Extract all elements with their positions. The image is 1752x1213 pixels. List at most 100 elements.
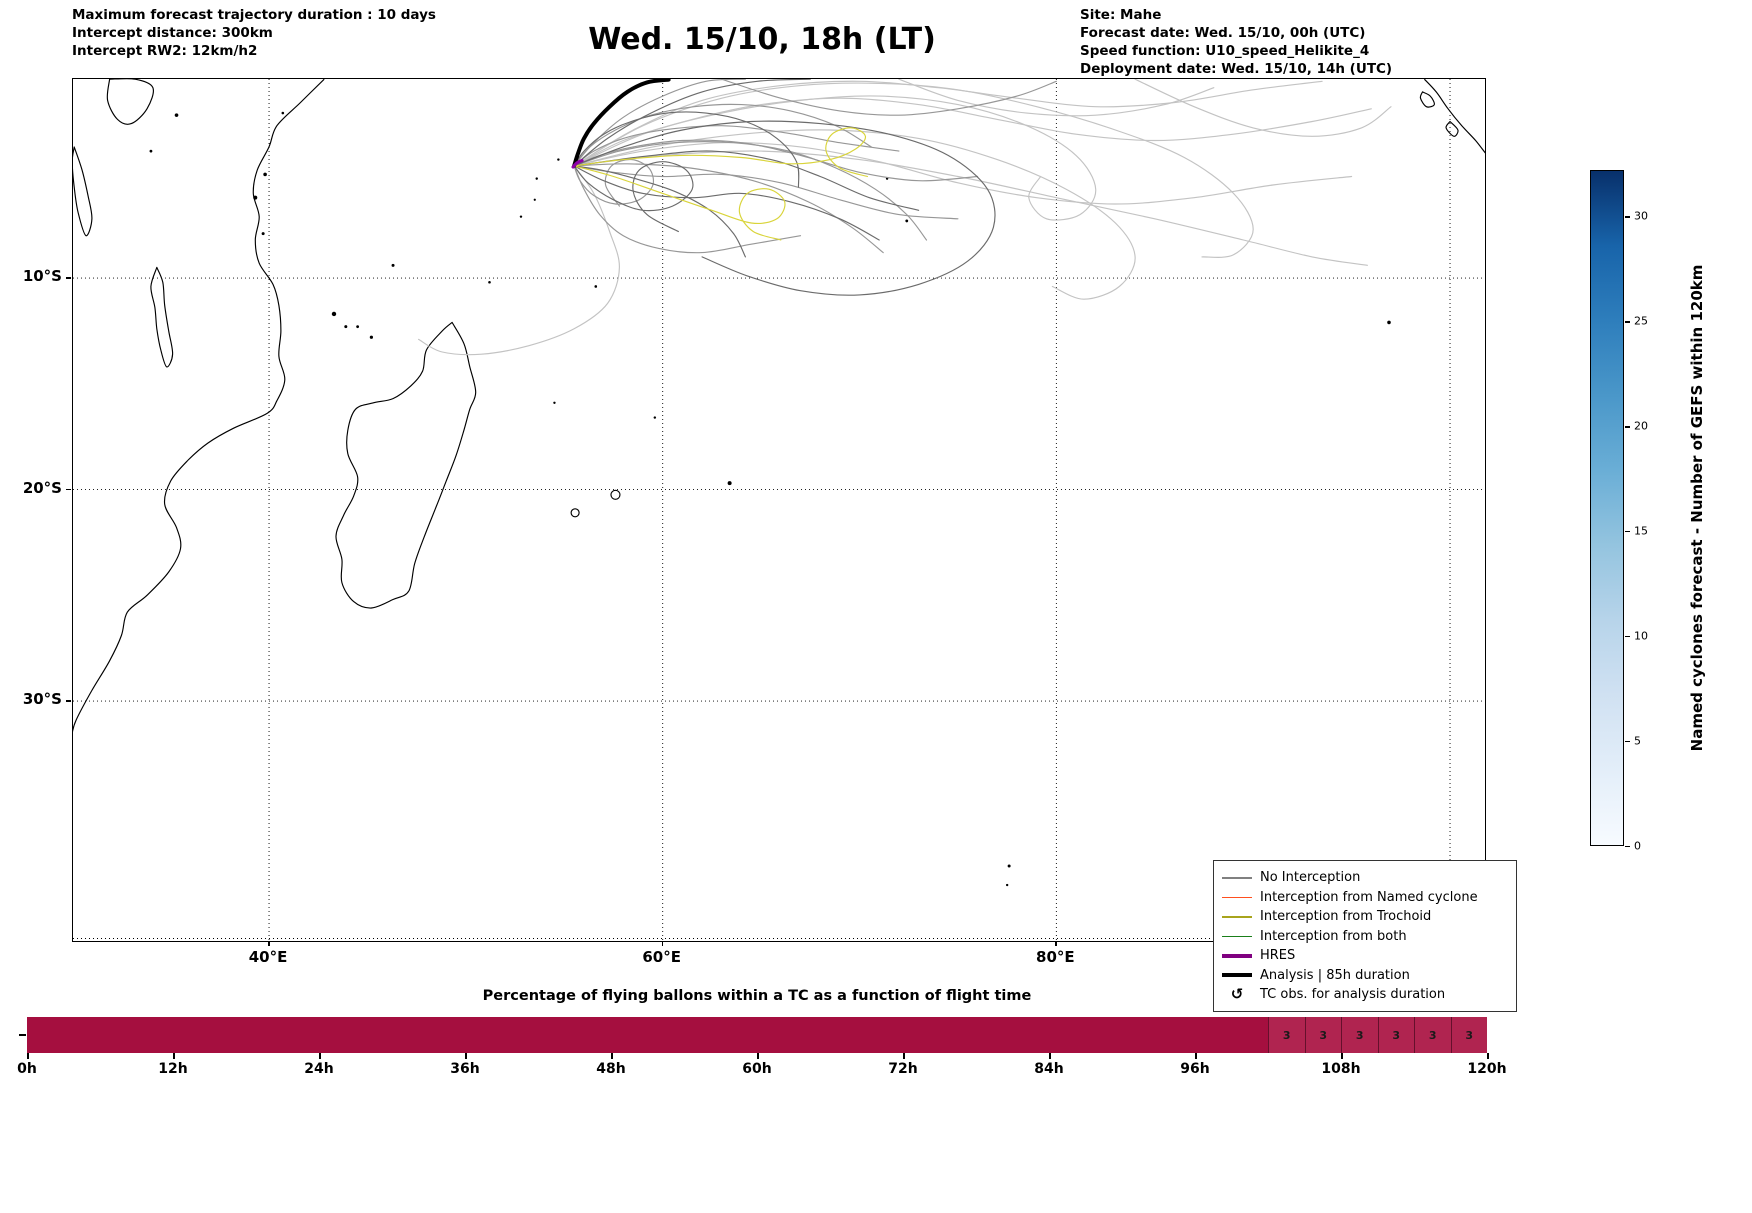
legend-line — [1222, 877, 1252, 879]
colorbar-tick-mark — [1625, 216, 1630, 218]
strip-tick-mark — [611, 1053, 613, 1059]
trajectory-no_interception — [573, 103, 872, 167]
header-line: Forecast date: Wed. 15/10, 00h (UTC) — [1080, 25, 1366, 41]
strip-chart-title: Percentage of flying ballons within a TC… — [482, 988, 1032, 1004]
strip-tick-mark — [1341, 1053, 1343, 1059]
strip-cell: 3 — [1377, 1017, 1414, 1053]
legend-label: Interception from both — [1260, 928, 1407, 944]
strip-y-tick — [19, 1034, 26, 1036]
strip-tick-label: 108h — [1321, 1061, 1361, 1077]
island-dot — [653, 416, 657, 419]
colorbar-tick-label: 15 — [1634, 524, 1648, 538]
strip-cell: 3 — [1341, 1017, 1378, 1053]
colorbar-tick-label: 20 — [1634, 419, 1648, 433]
strip-tick-label: 96h — [1180, 1061, 1210, 1077]
trajectory-no_interception — [573, 125, 900, 167]
trajectory-no_interception — [573, 159, 655, 207]
legend-line — [1222, 916, 1252, 918]
header-line: Site: Mahe — [1080, 7, 1162, 23]
colorbar-label: Named cyclones forecast - Number of GEFS… — [1688, 264, 1706, 752]
x-tick-mark — [661, 941, 664, 946]
island-dot — [1007, 864, 1011, 868]
coastline — [150, 266, 174, 368]
coastline — [1423, 79, 1485, 154]
strip-bar: 3 3 3 3 3 3 — [27, 1017, 1487, 1053]
colorbar-tick-label: 10 — [1634, 629, 1648, 643]
colorbar-tick-label: 30 — [1634, 209, 1648, 223]
strip-tick-label: 60h — [742, 1061, 772, 1077]
strip-tick-label: 0h — [17, 1061, 37, 1077]
strip-cell-value: 3 — [1465, 1028, 1474, 1042]
legend-item: Interception from Named cyclone — [1222, 888, 1508, 908]
island-dot — [519, 215, 523, 218]
colorbar-tick-mark — [1625, 741, 1630, 743]
coastline — [73, 146, 93, 237]
y-tick-mark — [66, 277, 71, 279]
coastline — [73, 79, 325, 732]
island-dot — [553, 401, 556, 405]
legend-label: No Interception — [1260, 870, 1361, 886]
island-dot — [727, 481, 732, 486]
colorbar-tick-label: 0 — [1634, 839, 1641, 853]
legend-line-sample — [1222, 896, 1252, 898]
strip-tick-mark — [465, 1053, 467, 1059]
strip-tick-label: 12h — [158, 1061, 188, 1077]
legend-item: Interception from Trochoid — [1222, 907, 1508, 927]
legend-line-sample — [1222, 973, 1252, 978]
strip-tick-mark — [27, 1053, 29, 1059]
tc-obs-icon: ↺ — [1222, 987, 1252, 1002]
strip-cell: 3 — [1414, 1017, 1451, 1053]
x-tick-mark — [268, 941, 270, 946]
island-dot — [1005, 883, 1009, 887]
island-dot — [391, 263, 395, 267]
island-dot — [253, 195, 258, 200]
colorbar-tick-mark — [1625, 426, 1630, 428]
strip-cell-value: 3 — [1428, 1028, 1437, 1042]
trajectory-no_interception — [573, 82, 1254, 258]
header-info-left: Maximum forecast trajectory duration : 1… — [72, 6, 436, 60]
legend-item: HRES — [1222, 946, 1508, 966]
trajectory-no_interception — [573, 79, 811, 167]
island-dot — [488, 280, 491, 284]
island-dot — [594, 285, 598, 288]
trajectory-no_interception — [573, 150, 1368, 266]
legend-item: ↺ TC obs. for analysis duration — [1222, 985, 1508, 1005]
strip-tick-label: 72h — [888, 1061, 918, 1077]
legend-line-sample — [1222, 877, 1252, 879]
legend-item: Interception from both — [1222, 927, 1508, 947]
legend-label: TC obs. for analysis duration — [1260, 987, 1446, 1003]
trajectory-no_interception — [418, 165, 620, 356]
strip-tick-mark — [1487, 1053, 1489, 1059]
strip-tick-label: 36h — [450, 1061, 480, 1077]
legend: No Interception Interception from Named c… — [1213, 860, 1517, 1012]
colorbar-tick-mark — [1625, 846, 1630, 848]
page-title: Wed. 15/10, 18h (LT) — [588, 22, 936, 57]
header-line: Intercept RW2: 12km/h2 — [72, 43, 258, 59]
island-dot — [557, 158, 560, 161]
coastline — [1445, 120, 1459, 137]
map-plot-area: No Interception Interception from Named c… — [72, 78, 1517, 1012]
island-outline — [610, 489, 621, 500]
y-tick-mark — [66, 488, 71, 491]
x-tick-label: 60°E — [642, 948, 681, 966]
trajectory-no_interception — [573, 111, 800, 188]
legend-label: Interception from Named cyclone — [1260, 889, 1478, 905]
rotate-ccw-icon: ↺ — [1230, 985, 1244, 1004]
trajectory-no_interception — [573, 141, 928, 241]
x-tick-label: 80°E — [1036, 948, 1075, 966]
strip-cell: 3 — [1304, 1017, 1341, 1053]
trajectory-no_interception — [898, 79, 1215, 117]
map-svg — [73, 79, 1485, 941]
colorbar-tick-mark — [1625, 531, 1630, 533]
strip-cell: 3 — [1268, 1017, 1305, 1053]
strip-tick-mark — [757, 1053, 759, 1059]
trajectory-no_interception — [573, 165, 880, 241]
trajectory-no_interception — [1134, 79, 1392, 137]
strip-tick-mark — [1195, 1053, 1197, 1059]
y-tick-label: 20°S — [22, 478, 62, 497]
coastline — [106, 79, 154, 125]
legend-line — [1222, 896, 1252, 898]
legend-line-sample — [1222, 953, 1252, 958]
strip-cell-value: 3 — [1392, 1028, 1401, 1042]
